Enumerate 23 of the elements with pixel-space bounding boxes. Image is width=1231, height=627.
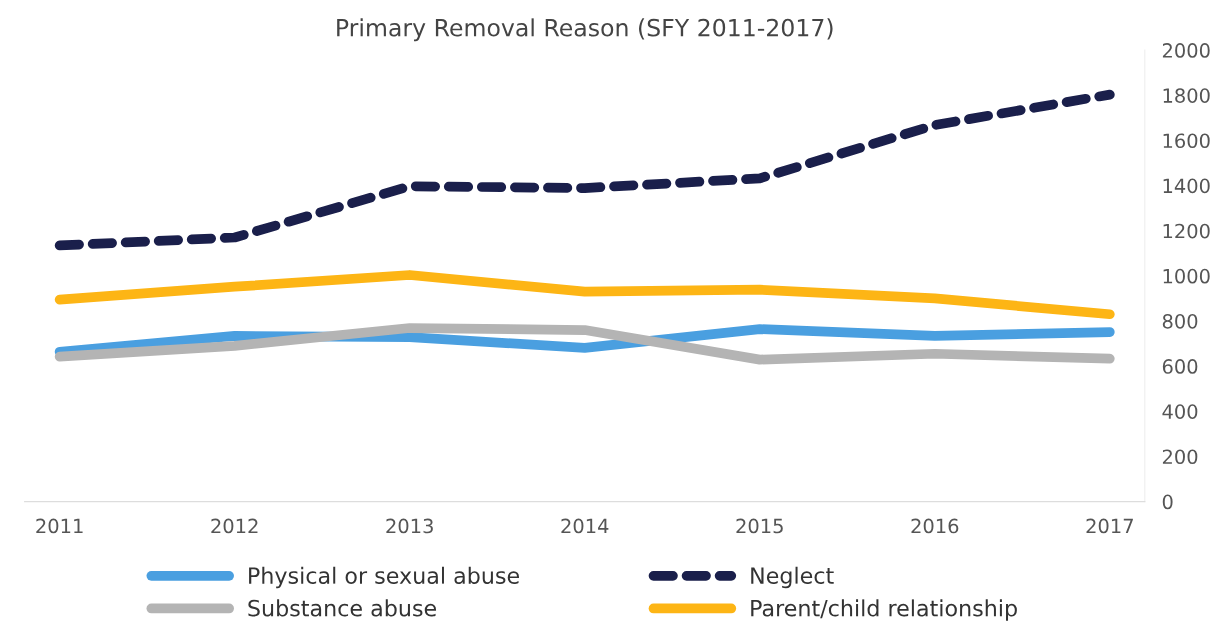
y-tick-label: 800	[1162, 313, 1198, 329]
x-tick-label: 2015	[736, 518, 783, 534]
chart-title: Primary Removal Reason (SFY 2011-2017)	[337, 18, 833, 42]
y-tick-label: 1000	[1163, 268, 1210, 284]
legend-label: Substance abuse	[248, 599, 437, 617]
y-tick-label: 200	[1162, 449, 1198, 465]
y-tick-label: 1400	[1163, 178, 1210, 194]
x-tick-label: 2011	[36, 518, 83, 534]
legend-label: Neglect	[751, 566, 834, 589]
x-tick-label: 2014	[561, 518, 609, 534]
x-tick-label: 2013	[386, 518, 433, 534]
y-tick-label: 1600	[1163, 133, 1210, 149]
y-tick-label: 0	[1162, 494, 1173, 510]
x-tick-label: 2012	[211, 518, 258, 534]
y-tick-label: 1200	[1163, 223, 1210, 239]
y-tick-label: 600	[1162, 359, 1198, 374]
legend-label: Parent/child relationship	[751, 599, 1017, 621]
y-tick-label: 2000	[1162, 43, 1210, 58]
y-tick-label: 400	[1162, 404, 1198, 419]
legend-label: Physical or sexual abuse	[249, 566, 519, 589]
y-tick-label: 1800	[1163, 88, 1210, 103]
x-tick-label: 2016	[911, 518, 959, 534]
x-tick-label: 2017	[1086, 518, 1133, 534]
